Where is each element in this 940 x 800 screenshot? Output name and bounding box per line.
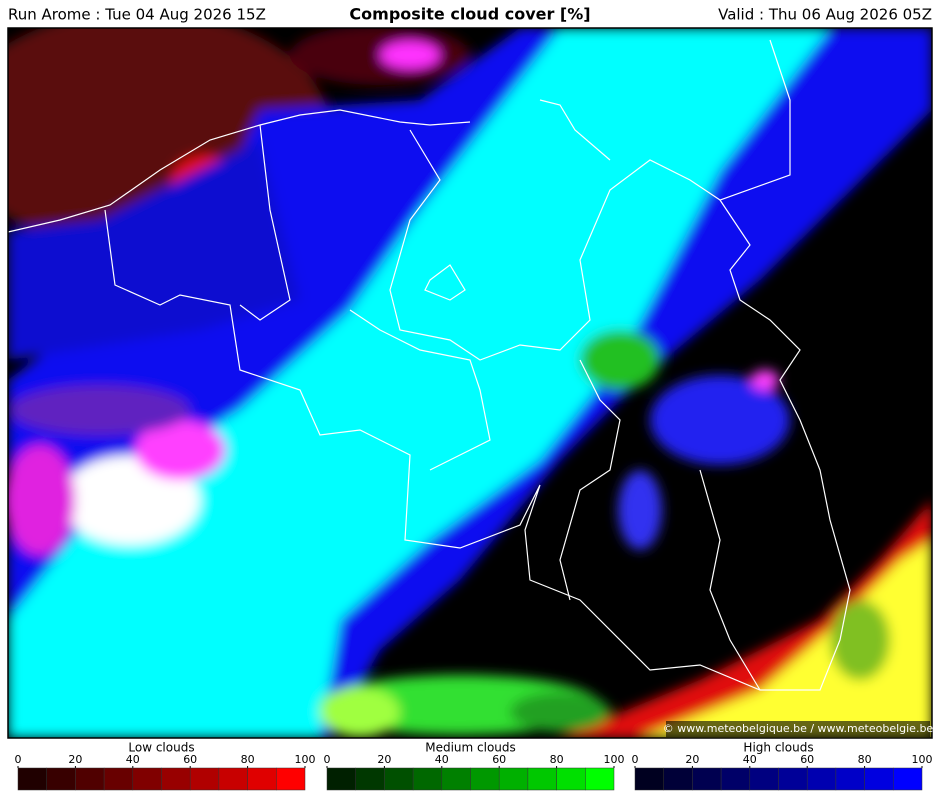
legend-swatch [412,767,443,791]
legend-swatch [46,767,76,791]
legend-swatch [161,767,191,791]
legend-swatch [189,767,220,791]
legend-tick-label: 80 [858,753,872,766]
legend-swatch [218,767,248,791]
legend-swatch [864,767,894,791]
legend-tick-label: 20 [68,753,82,766]
legend-swatch [556,767,586,791]
legend-swatch [634,767,664,791]
legend-swatch [276,767,306,791]
legend-label: High clouds [743,741,813,755]
legend-tick-label: 20 [685,753,699,766]
legend-tick-label: 0 [632,753,639,766]
run-label: Run Arome : Tue 04 Aug 2026 15Z [8,6,266,24]
legend-swatch [75,767,105,791]
legend-swatch [441,767,471,791]
legend-label: Low clouds [128,741,194,755]
map-frame [7,27,933,739]
legend-swatch [498,767,529,791]
legend-swatch [749,767,779,791]
legend-tick-label: 80 [550,753,564,766]
legend-tick-label: 60 [800,753,814,766]
legend-tick-label: 80 [241,753,255,766]
legend-swatch [893,767,923,791]
legend-tick-label: 0 [324,753,331,766]
legend-swatch [835,767,865,791]
legend-swatch [17,767,47,791]
legend-tick-label: 60 [492,753,506,766]
legend-swatch [692,767,722,791]
cloud-field [8,28,932,738]
legend-tick-label: 60 [183,753,197,766]
legend-swatch [247,767,277,791]
legend-tick-label: 40 [126,753,140,766]
credit: © www.meteobelgique.be / www.meteobelgie… [663,722,934,735]
borders [8,39,851,691]
legend-swatch [720,767,751,791]
legend-tick-label: 100 [604,753,625,766]
legend-swatch [470,767,500,791]
legend-tick-label: 20 [377,753,391,766]
legend-swatch [527,767,557,791]
legend-tick-label: 40 [743,753,757,766]
legend-swatch [384,767,414,791]
legend-label: Medium clouds [425,741,516,755]
map-title: Composite cloud cover [%] [349,5,590,24]
legend-tick-label: 100 [295,753,316,766]
legend-swatch [663,767,693,791]
legends: Low clouds 0 20 40 60 80 100 Medium clouds 0 20 40… [15,741,933,791]
legend-swatch [132,767,162,791]
legend-swatch [585,767,615,791]
credit-box [666,721,930,737]
valid-label: Valid : Thu 06 Aug 2026 05Z [718,6,932,24]
legend-swatch [103,767,134,791]
legend-swatch [326,767,356,791]
legend-swatch [778,767,808,791]
legend-tick-label: 100 [912,753,933,766]
legend-swatch [355,767,385,791]
legend-tick-label: 40 [435,753,449,766]
legend-tick-label: 0 [15,753,22,766]
legend-swatch [806,767,837,791]
